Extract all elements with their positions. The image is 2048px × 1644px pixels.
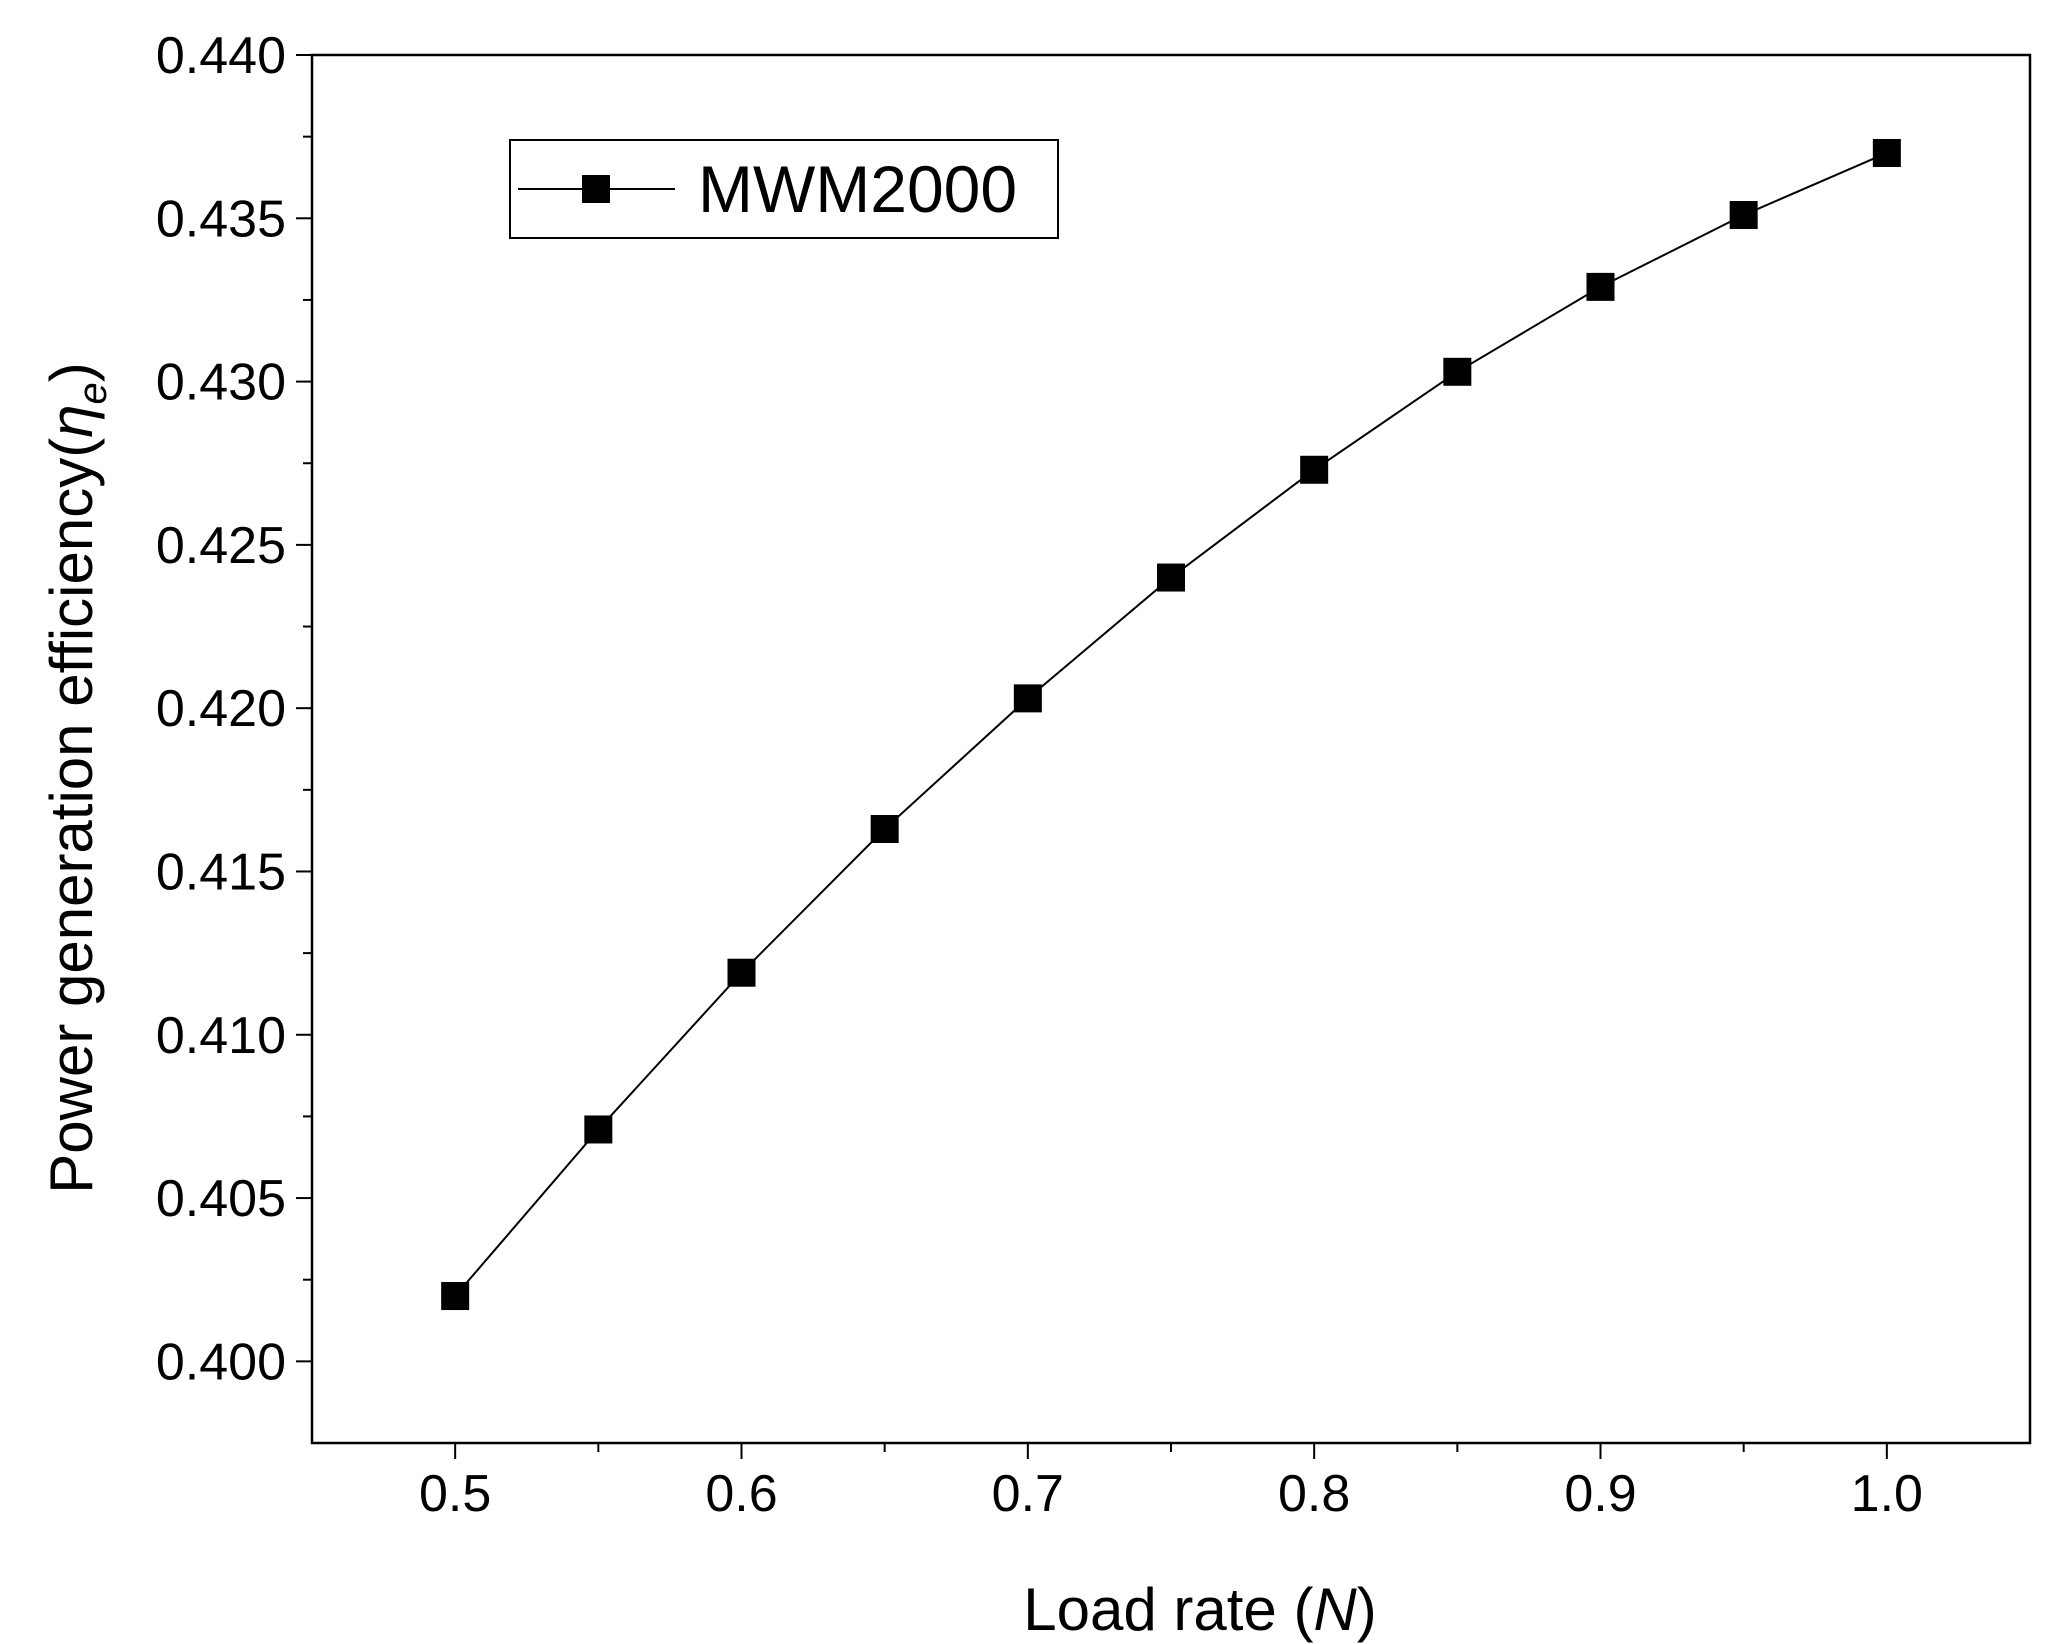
y-axis-title: Power generation efficiency(ηe) [38, 362, 115, 1194]
x-axis-title: Load rate (N) [1023, 1576, 1377, 1643]
y-tick-label: 0.400 [156, 1333, 286, 1391]
series-line [454, 152, 1888, 1297]
axes [310, 53, 2032, 1445]
x-tick-label: 0.9 [1564, 1465, 1636, 1523]
data-point [727, 958, 756, 987]
data-point [1013, 684, 1042, 713]
data-point [870, 815, 899, 844]
y-tick-label: 0.415 [156, 843, 286, 901]
x-tick-label: 0.8 [1278, 1465, 1350, 1523]
plot-frame [310, 53, 2032, 1445]
data-point [1729, 201, 1758, 230]
legend-label: MWM2000 [698, 152, 1017, 226]
y-tick-label: 0.430 [156, 354, 286, 412]
y-tick-label: 0.405 [156, 1170, 286, 1228]
y-tick-label: 0.440 [156, 27, 286, 85]
data-point [1586, 272, 1615, 301]
data-point [1443, 357, 1472, 386]
data-point [441, 1282, 470, 1311]
data-point [584, 1115, 613, 1144]
ticks: 0.5 0.6 0.7 0.8 0.9 1.0 0.400 0.405 0.410 0.415 0.… [156, 27, 1923, 1523]
data-point [1300, 455, 1329, 484]
legend: MWM2000 [509, 139, 1059, 239]
y-tick-label: 0.410 [156, 1007, 286, 1065]
x-tick-label: 0.6 [705, 1465, 777, 1523]
data-point [1872, 138, 1901, 167]
x-tick-label: 1.0 [1851, 1465, 1923, 1523]
y-tick-label: 0.435 [156, 190, 286, 248]
y-tick-label: 0.425 [156, 517, 286, 575]
data-point [1157, 563, 1185, 592]
x-tick-label: 0.7 [992, 1465, 1064, 1523]
y-tick-label: 0.420 [156, 680, 286, 738]
legend-marker [582, 175, 610, 203]
x-tick-label: 0.5 [419, 1465, 491, 1523]
series [441, 138, 1901, 1311]
